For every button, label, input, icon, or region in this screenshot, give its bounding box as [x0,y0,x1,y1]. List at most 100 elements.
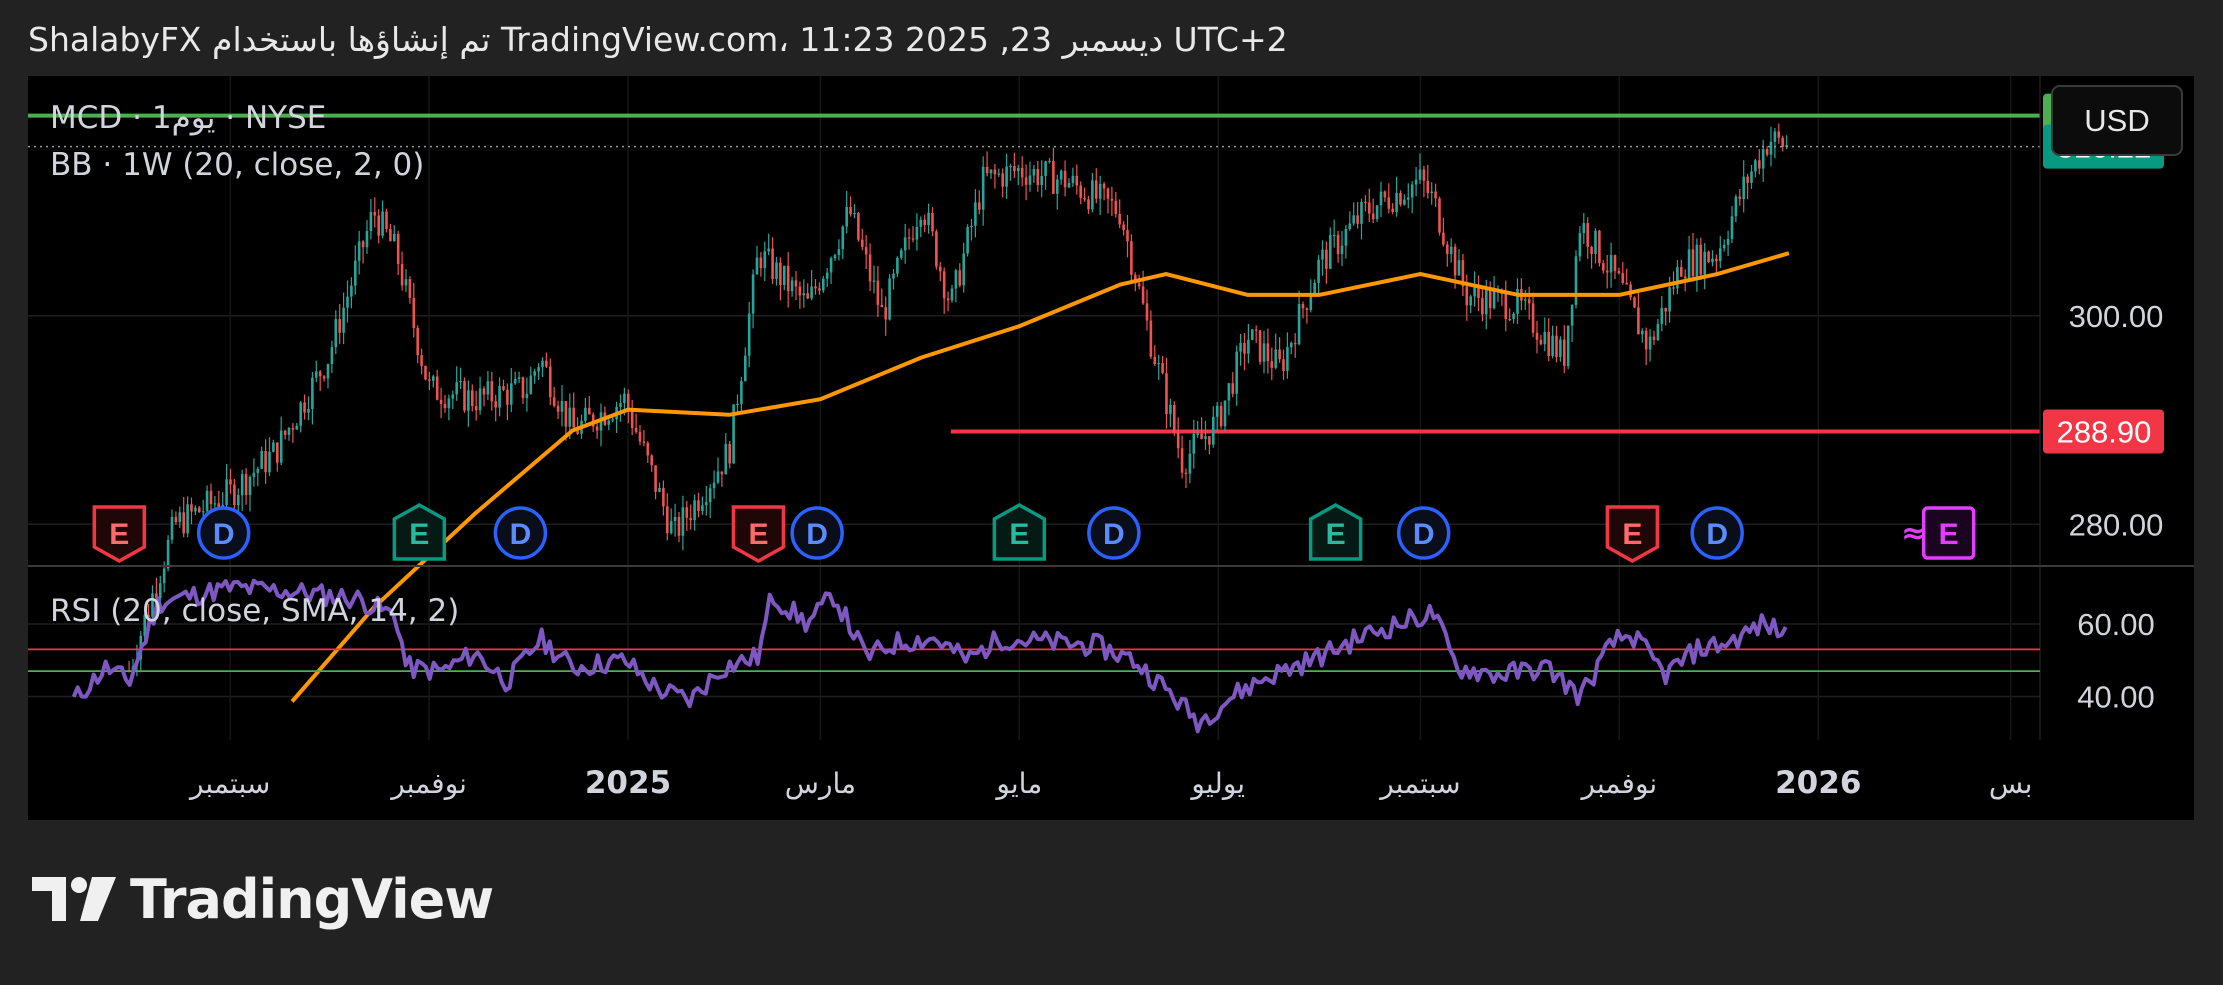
candle [1722,239,1726,252]
candle [1313,279,1316,296]
candle [1032,164,1036,183]
candle [1192,419,1196,469]
candle [1637,292,1640,335]
candle [658,482,661,493]
candle [1266,328,1270,374]
candle [1352,202,1355,226]
event-markers[interactable]: E D E D E D E D E D E D ≈ E [92,502,1976,564]
legend-rsi[interactable]: RSI (20, close, SMA, 14, 2) [50,593,459,629]
candle [416,325,419,364]
earnings-marker[interactable]: E [992,502,1047,561]
candle [1481,285,1484,322]
candle [673,503,677,537]
legend-bb[interactable]: BB · 1W (20, close, 2, 0) [50,147,424,183]
candle [888,274,891,321]
dividend-marker[interactable]: D [1087,506,1141,560]
candle [903,223,907,264]
candle [587,396,591,415]
candle [1110,186,1114,217]
legend-symbol[interactable]: MCD · يوم1 · NYSE [50,100,326,136]
candle [525,377,529,412]
candle [1114,192,1118,218]
candle [338,304,341,344]
rsi-axis[interactable]: 60.00 40.00 [2077,607,2155,715]
candle [1750,164,1753,189]
candle [1063,160,1067,197]
candle [1204,420,1207,451]
candle [1048,157,1051,164]
tradingview-logo[interactable]: TradingView [32,868,494,931]
candle [704,485,708,516]
candle [1122,221,1125,236]
candle [295,423,299,430]
dividend-marker-label: D [806,518,828,551]
candle [1527,286,1531,320]
candle [1695,238,1699,292]
candle [724,433,728,475]
currency-button[interactable]: USD [2051,85,2183,156]
candle [1332,219,1336,248]
candle [821,275,825,293]
dividend-marker[interactable]: D [790,506,844,560]
rsi-bands [28,648,2040,673]
candle [755,245,759,275]
candle [190,497,193,525]
candle [1044,160,1047,190]
candle [1438,196,1441,236]
dividend-marker[interactable]: D [493,506,548,560]
candle [1570,304,1574,342]
earnings-marker[interactable]: E [1605,505,1660,564]
time-axis[interactable]: سبتمبر نوفمبر 2025 مارس مايو يوليو سبتمبر نوفمب… [188,765,2032,801]
candle [868,243,872,291]
candle [178,506,182,528]
candle [1691,232,1695,282]
candle [533,368,536,384]
dividend-marker[interactable]: D [1690,506,1744,560]
candle [1180,435,1184,479]
candle [182,496,185,538]
candle [595,422,599,439]
dividend-marker[interactable]: D [196,506,251,560]
candle [443,394,447,413]
candle [334,310,338,355]
dividend-marker-label: D [510,518,532,551]
candle [1395,176,1398,217]
earnings-marker[interactable]: E [392,502,447,561]
candle [244,468,248,505]
candle [404,269,408,293]
candle [1055,174,1059,210]
earnings-marker[interactable]: E [92,505,147,564]
candle [1516,278,1519,325]
candle [584,397,587,424]
candle [1118,199,1121,229]
candle [1317,255,1320,297]
candle [845,191,848,234]
candle [931,207,934,237]
candle [1348,211,1352,231]
candle [1508,308,1511,322]
candle [763,241,767,282]
candle [1625,268,1628,285]
earnings-marker[interactable]: E [731,505,786,564]
candle [1184,468,1188,489]
candle [1687,235,1691,280]
candle [1551,325,1554,359]
candle [1664,307,1667,326]
earnings-marker-label: E [1939,518,1959,551]
candle [1071,167,1075,187]
candle [307,396,310,421]
candle [459,367,462,390]
candle [1188,440,1192,484]
tradingview-logo-icon [32,876,116,921]
candle [299,401,302,433]
dividend-marker-label: D [213,518,235,551]
candle [728,440,731,469]
chart-background [28,76,2194,820]
price-axis[interactable]: 300.00 280.00 [2069,299,2164,543]
dividend-marker[interactable]: D [1396,506,1451,560]
earnings-marker[interactable]: ≈ E [1901,506,1976,560]
candle [1328,227,1332,270]
earnings-marker[interactable]: E [1308,502,1363,561]
candle [1562,325,1566,374]
